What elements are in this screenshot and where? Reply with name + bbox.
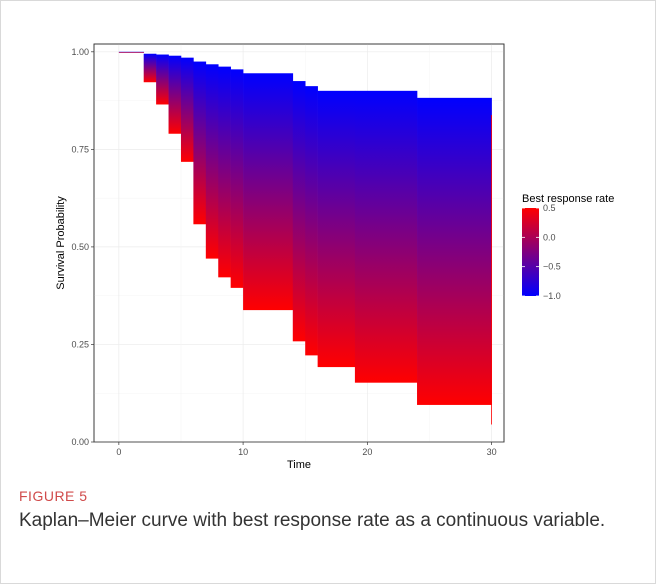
- x-axis-title: Time: [287, 459, 311, 471]
- legend-tick-label: 0.0: [543, 232, 556, 242]
- km-band-segment: [317, 90, 356, 368]
- plot-panel-border: [93, 43, 505, 443]
- y-tick-label: 1.00: [71, 47, 89, 57]
- y-tick-label: 0.00: [71, 437, 89, 447]
- legend-title: Best response rate: [522, 193, 614, 205]
- legend-colorbar: [522, 208, 539, 296]
- legend-tick-label: −0.5: [543, 262, 561, 272]
- km-band-segment: [417, 97, 492, 405]
- y-tick-label: 0.25: [71, 339, 89, 349]
- x-tick-label: 0: [116, 447, 121, 457]
- km-band-segment: [354, 90, 418, 383]
- km-curve-bands: [118, 51, 492, 425]
- km-band-segment: [156, 54, 169, 105]
- x-tick-label: 30: [487, 447, 497, 457]
- y-tick-label: 0.50: [71, 242, 89, 252]
- km-band-segment: [180, 57, 194, 162]
- km-band-segment: [205, 64, 219, 259]
- km-band-segment: [193, 61, 207, 225]
- legend-tick-label: −1.0: [543, 291, 561, 301]
- km-band-segment: [305, 86, 318, 356]
- km-band-segment: [230, 69, 244, 288]
- legend: Best response rate 0.5 0.0 −0.5 −1.0: [522, 193, 614, 301]
- x-tick-label: 10: [238, 447, 248, 457]
- legend-ticks: 0.5 0.0 −0.5 −1.0: [522, 203, 561, 301]
- km-band-segment: [168, 55, 182, 134]
- km-band-segment: [292, 81, 306, 342]
- km-band-segment: [118, 51, 144, 53]
- axes: 0.00 0.25 0.50 0.75 1.00 0 10 20 30: [71, 47, 496, 457]
- kaplan-meier-chart: 0.00 0.25 0.50 0.75 1.00 0 10 20 30 Time Surviva…: [55, 43, 614, 471]
- figure-caption: Kaplan–Meier curve with best response ra…: [19, 510, 606, 531]
- x-tick-label: 20: [362, 447, 372, 457]
- km-band-segment: [243, 73, 294, 311]
- y-tick-label: 0.75: [71, 144, 89, 154]
- legend-tick-label: 0.5: [543, 203, 556, 213]
- figure-label: FIGURE 5: [19, 488, 88, 504]
- km-band-segment: [218, 66, 231, 278]
- km-band-segment: [143, 53, 157, 83]
- y-axis-title: Survival Probability: [55, 196, 67, 290]
